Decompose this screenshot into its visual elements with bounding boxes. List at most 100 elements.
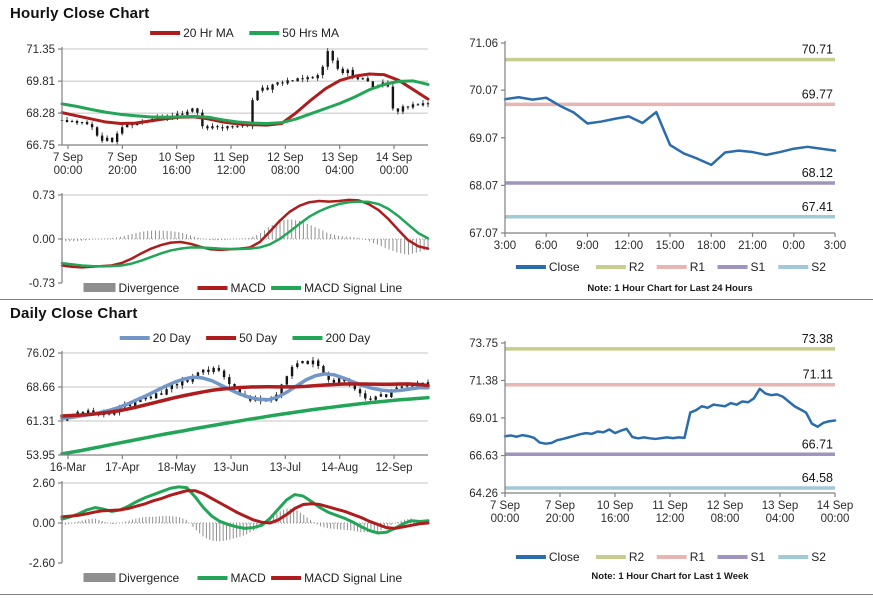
gridlines [62, 48, 428, 114]
svg-text:Note: 1 Hour Chart for Last 1: Note: 1 Hour Chart for Last 1 Week [591, 571, 749, 582]
svg-text:2.60: 2.60 [33, 478, 55, 490]
svg-text:9:00: 9:00 [576, 240, 598, 252]
legend: Close R2 R1 S1 S2 [515, 260, 826, 274]
svg-text:69.81: 69.81 [26, 76, 55, 88]
svg-text:MACD: MACD [231, 571, 267, 585]
svg-text:S1: S1 [751, 260, 766, 274]
svg-text:0.00: 0.00 [33, 234, 55, 246]
page-bottom-divider [0, 594, 873, 595]
pivot-line-r1: 71.11 [505, 368, 835, 387]
svg-text:12-Sep: 12-Sep [375, 462, 412, 474]
svg-text:15:00: 15:00 [656, 240, 685, 252]
axes: 0.73 0.00 -0.73 [29, 190, 63, 290]
svg-text:73.38: 73.38 [802, 332, 833, 346]
svg-text:MACD: MACD [231, 281, 267, 295]
hourly-section-title: Hourly Close Chart [10, 5, 150, 22]
legend: Divergence MACD MACD Signal Line [83, 571, 402, 585]
svg-text:50 Day: 50 Day [239, 331, 277, 345]
svg-text:20 Day: 20 Day [153, 331, 191, 345]
svg-text:13-Jul: 13-Jul [270, 462, 301, 474]
axes: 73.75 71.38 69.01 66.63 64.267 Sep 00:00 7 Sep… [469, 338, 853, 525]
chart-note: Note: 1 Hour Chart for Last 24 Hours [587, 283, 752, 294]
series-20-hr-ma [60, 72, 430, 127]
series-50-day [60, 382, 430, 418]
svg-text:14-Aug: 14-Aug [321, 462, 358, 474]
hourly-pivot-chart: 70.71 69.77 68.12 67.41 71.06 70.07 69.07 68.07… [469, 38, 846, 294]
pivot-line-r2: 70.71 [505, 43, 835, 62]
svg-text:64.26: 64.26 [469, 488, 498, 500]
hourly-macd-chart: 0.73 0.00 -0.73 Divergence MACD MACD Signal L… [29, 190, 430, 295]
axes: 2.60 0.00 -2.60 [29, 478, 63, 570]
svg-text:76.02: 76.02 [26, 348, 55, 360]
series-macd [60, 198, 430, 269]
daily-macd-chart: 2.60 0.00 -2.60 Divergence MACD MACD Signal L… [29, 478, 430, 585]
svg-text:-2.60: -2.60 [29, 558, 55, 570]
series-50-hrs-ma [60, 79, 430, 126]
pivot-line-s2: 64.58 [505, 471, 835, 490]
svg-text:71.38: 71.38 [469, 375, 498, 387]
svg-text:S1: S1 [751, 550, 766, 564]
legend: 20 Hr MA 50 Hrs MA [150, 26, 339, 40]
svg-text:0.00: 0.00 [33, 518, 55, 530]
svg-text:Close: Close [549, 260, 580, 274]
svg-text:69.01: 69.01 [469, 413, 498, 425]
svg-text:R2: R2 [629, 260, 645, 274]
macd-guides [62, 194, 428, 240]
svg-text:3:00: 3:00 [494, 240, 516, 252]
svg-text:71.11: 71.11 [803, 368, 833, 382]
svg-text:Divergence: Divergence [119, 571, 180, 585]
svg-text:67.41: 67.41 [802, 200, 833, 214]
svg-text:0:00: 0:00 [783, 240, 805, 252]
series-20-day [60, 372, 430, 421]
daily-section-title: Daily Close Chart [10, 305, 138, 322]
series-200-day [60, 395, 430, 456]
svg-text:50 Hrs MA: 50 Hrs MA [282, 26, 339, 40]
svg-text:18-May: 18-May [157, 462, 196, 474]
axes: 71.35 69.81 68.28 66.757 Sep 00:00 7 Sep 20:00… [26, 44, 428, 177]
svg-text:R2: R2 [629, 550, 645, 564]
svg-text:69.07: 69.07 [469, 133, 498, 145]
svg-text:61.31: 61.31 [26, 416, 55, 428]
series-close [60, 48, 430, 145]
pivot-line-s1: 66.71 [505, 437, 835, 457]
svg-text:68.66: 68.66 [26, 382, 55, 394]
pivot-line-s2: 67.41 [505, 200, 835, 219]
daily-pivot-chart: 73.38 71.11 66.71 64.58 73.75 71.38 69.01 66.63… [469, 332, 853, 582]
series-close [503, 96, 837, 167]
svg-text:66.75: 66.75 [26, 140, 55, 152]
svg-text:-0.73: -0.73 [29, 278, 55, 290]
macd-guides [62, 482, 428, 524]
svg-text:R1: R1 [690, 550, 706, 564]
svg-text:70.71: 70.71 [802, 43, 833, 57]
svg-text:67.07: 67.07 [469, 228, 498, 240]
svg-text:71.06: 71.06 [469, 38, 498, 50]
series-close [503, 387, 837, 445]
legend: 20 Day 50 Day 200 Day [119, 331, 370, 345]
svg-text:MACD Signal Line: MACD Signal Line [304, 281, 402, 295]
svg-text:53.95: 53.95 [26, 450, 55, 462]
svg-text:S2: S2 [811, 550, 826, 564]
svg-text:64.58: 64.58 [802, 471, 833, 485]
legend: Divergence MACD MACD Signal Line [83, 281, 402, 295]
svg-text:20 Hr MA: 20 Hr MA [183, 26, 234, 40]
svg-text:18:00: 18:00 [697, 240, 726, 252]
svg-text:0.73: 0.73 [33, 190, 55, 202]
svg-text:R1: R1 [690, 260, 706, 274]
svg-text:16-Mar: 16-Mar [50, 462, 87, 474]
svg-text:68.28: 68.28 [26, 108, 55, 120]
svg-text:3:00: 3:00 [824, 240, 846, 252]
hourly-price-chart: 71.35 69.81 68.28 66.757 Sep 00:00 7 Sep 20:00… [26, 26, 430, 177]
